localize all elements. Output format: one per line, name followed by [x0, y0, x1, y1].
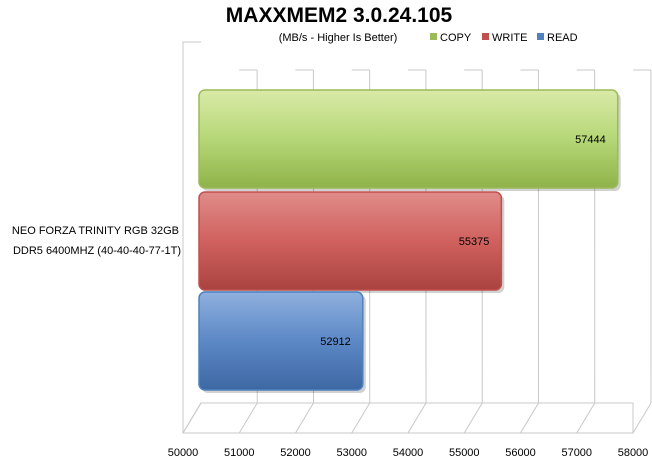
floor-gridline	[576, 402, 596, 434]
bar-group: 57444	[198, 89, 621, 191]
legend: COPY WRITE READ	[430, 32, 578, 44]
legend-label-read: READ	[547, 32, 578, 44]
category-label: NEO FORZA TRINITY RGB 32GB DDR5 6400MHZ …	[12, 225, 182, 257]
chart-subtitle: (MB/s - Higher Is Better)	[279, 32, 398, 44]
x-tick-label: 54000	[393, 447, 424, 459]
legend-swatch-write	[482, 33, 489, 40]
floor-gridline	[520, 402, 539, 434]
bar-group: 55375	[198, 191, 505, 293]
x-tick-label: 57000	[561, 447, 592, 459]
chart-title: MAXXMEM2 3.0.24.105	[226, 4, 453, 27]
floor-gridline	[238, 402, 258, 434]
legend-label-write: WRITE	[492, 32, 527, 44]
floor-gridline	[295, 402, 314, 434]
legend-swatch-read	[537, 33, 544, 40]
legend-label-copy: COPY	[440, 32, 472, 44]
x-tick-label: 52000	[280, 447, 311, 459]
x-axis-ticks: 50000 51000 52000 53000 54000 55000 56000 57000…	[168, 447, 649, 459]
data-label: 57444	[575, 134, 606, 146]
x-tick-label: 56000	[505, 447, 536, 459]
bars: 57444 55375 52912	[198, 89, 621, 393]
bar-write	[198, 191, 503, 291]
floor-gridline	[182, 402, 202, 434]
floor-gridline	[632, 402, 652, 434]
bar-group: 52912	[198, 291, 366, 393]
legend-swatch-copy	[430, 33, 437, 40]
x-tick-label: 58000	[618, 447, 649, 459]
x-tick-label: 50000	[168, 447, 199, 459]
x-tick-label: 55000	[449, 447, 480, 459]
back-wall-left-edge	[182, 41, 201, 433]
floor-gridline	[407, 402, 427, 434]
x-tick-label: 51000	[224, 447, 255, 459]
x-tick-label: 53000	[336, 447, 367, 459]
data-label: 55375	[459, 236, 490, 248]
floor-gridline	[351, 402, 371, 434]
floor-gridline	[463, 402, 483, 434]
bar-copy	[198, 89, 619, 189]
bar-read	[198, 291, 364, 391]
data-label: 52912	[320, 336, 351, 348]
floor	[182, 402, 634, 434]
